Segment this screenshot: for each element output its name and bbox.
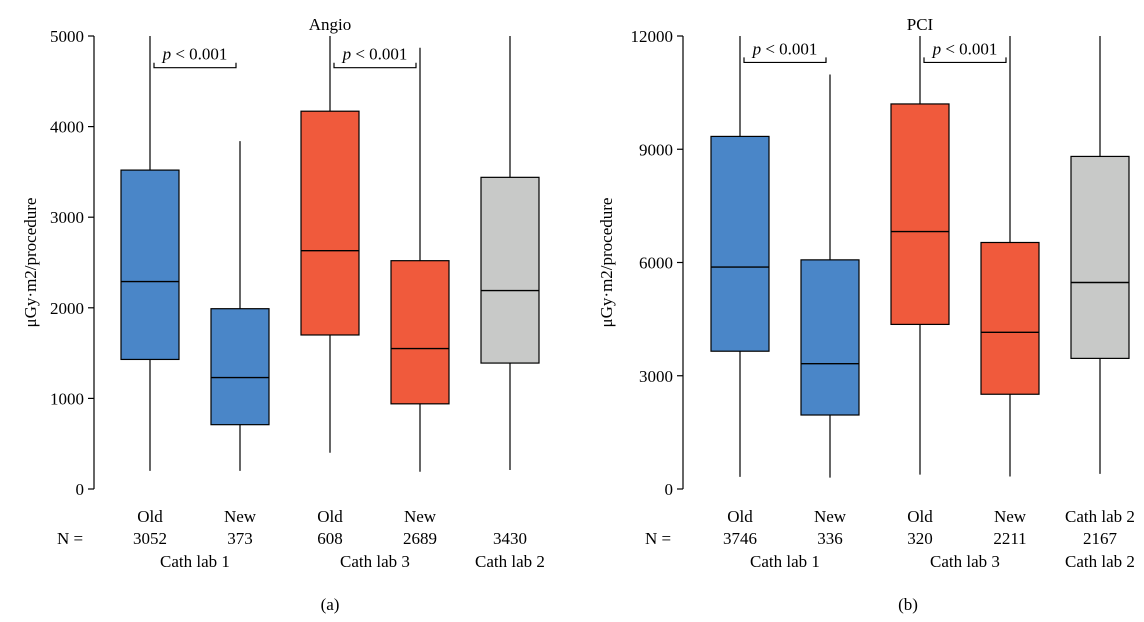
category-label: Cath lab 2 (1065, 507, 1135, 526)
group-label: Cath lab 3 (930, 552, 1000, 571)
iqr-box (390, 260, 450, 405)
box-1 (120, 36, 180, 471)
n-label: 373 (227, 529, 253, 548)
panel-label: (b) (898, 595, 918, 614)
category-label: New (814, 507, 847, 526)
iqr-box (1070, 155, 1130, 359)
iqr-box (480, 176, 540, 364)
bracket-line (153, 62, 237, 69)
iqr-box (300, 110, 360, 336)
p-threshold: < 0.001 (351, 45, 407, 64)
box-5 (480, 36, 540, 470)
y-tick-label: 5000 (50, 27, 84, 46)
n-label: 608 (317, 529, 343, 548)
chart-title: Angio (309, 15, 352, 34)
y-tick-label: 3000 (50, 208, 84, 227)
significance-bracket: p < 0.001 (923, 39, 1007, 64)
n-label: 3746 (723, 529, 757, 548)
category-label: Old (317, 507, 343, 526)
p-threshold: < 0.001 (171, 45, 227, 64)
y-tick-label: 3000 (639, 367, 673, 386)
chart-title: PCI (907, 15, 934, 34)
group-label: Cath lab 2 (1065, 552, 1135, 571)
y-tick-label: 1000 (50, 389, 84, 408)
chart-panel-b: PCI 0 3000 6000 9000 12000 μGy·m2/procedure Old… (597, 15, 1135, 614)
iqr-box (980, 241, 1040, 395)
bracket-line (923, 57, 1007, 64)
p-threshold: < 0.001 (761, 39, 817, 58)
box-4 (390, 47, 450, 472)
iqr-box (800, 259, 860, 416)
p-symbol: p (162, 45, 172, 64)
group-label: Cath lab 2 (475, 552, 545, 571)
n-label: 3052 (133, 529, 167, 548)
y-tick-label: 9000 (639, 140, 673, 159)
chart-panel-a: Angio 0 1000 2000 3000 4000 5000 μGy·m2/procedu… (21, 15, 545, 614)
n-label: 320 (907, 529, 933, 548)
iqr-box (890, 103, 950, 326)
y-tick-label: 0 (76, 480, 85, 499)
box-3 (890, 36, 950, 475)
group-label: Cath lab 1 (750, 552, 820, 571)
p-value-label: p < 0.001 (752, 39, 818, 58)
iqr-box (120, 169, 180, 361)
y-axis-label: μGy·m2/procedure (21, 198, 40, 328)
y-tick-label: 12000 (631, 27, 674, 46)
n-prefix: N = (57, 529, 83, 548)
significance-bracket: p < 0.001 (153, 45, 237, 69)
y-tick-label: 4000 (50, 118, 84, 137)
y-axis-label: μGy·m2/procedure (597, 198, 616, 328)
p-symbol: p (342, 45, 352, 64)
n-label: 2211 (993, 529, 1026, 548)
iqr-box (710, 135, 770, 352)
n-label: 3430 (493, 529, 527, 548)
p-threshold: < 0.001 (941, 39, 997, 58)
p-value-label: p < 0.001 (162, 45, 228, 64)
box-5 (1070, 36, 1130, 474)
bracket-line (743, 57, 827, 64)
box-3 (300, 36, 360, 453)
y-tick-label: 6000 (639, 254, 673, 273)
group-label: Cath lab 1 (160, 552, 230, 571)
p-symbol: p (752, 39, 762, 58)
p-value-label: p < 0.001 (342, 45, 408, 64)
panel-label: (a) (321, 595, 340, 614)
box-4 (980, 36, 1040, 477)
category-label: New (994, 507, 1027, 526)
category-label: Old (907, 507, 933, 526)
box-1 (710, 36, 770, 477)
category-label: New (224, 507, 257, 526)
iqr-box (210, 308, 270, 426)
significance-bracket: p < 0.001 (333, 45, 417, 69)
n-label: 2689 (403, 529, 437, 548)
p-symbol: p (932, 39, 942, 58)
group-label: Cath lab 3 (340, 552, 410, 571)
y-tick-label: 0 (665, 480, 674, 499)
n-label: 336 (817, 529, 843, 548)
bracket-line (333, 62, 417, 69)
box-2 (800, 74, 860, 478)
category-label: Old (727, 507, 753, 526)
n-label: 2167 (1083, 529, 1118, 548)
p-value-label: p < 0.001 (932, 39, 998, 58)
significance-bracket: p < 0.001 (743, 39, 827, 64)
category-label: Old (137, 507, 163, 526)
y-tick-label: 2000 (50, 299, 84, 318)
category-label: New (404, 507, 437, 526)
n-prefix: N = (645, 529, 671, 548)
box-2 (210, 141, 270, 471)
